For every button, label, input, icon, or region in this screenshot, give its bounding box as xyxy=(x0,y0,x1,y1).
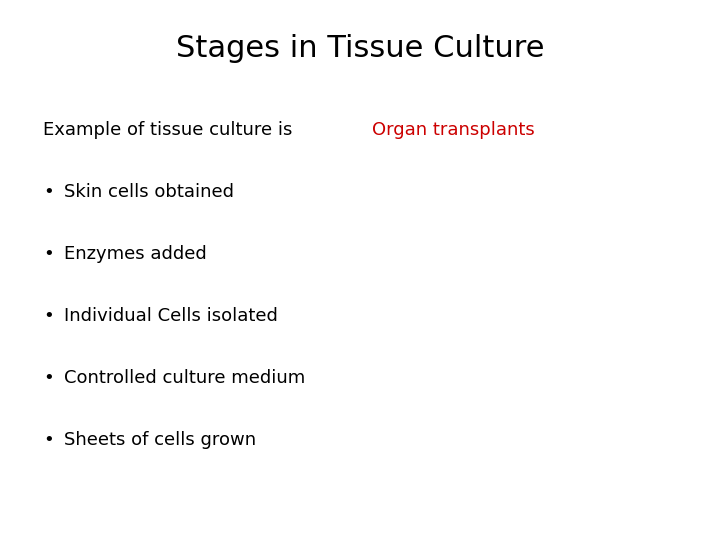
Text: •: • xyxy=(43,245,54,263)
Text: •: • xyxy=(43,369,54,387)
Text: •: • xyxy=(43,431,54,449)
Text: Example of tissue culture is: Example of tissue culture is xyxy=(43,120,298,139)
Text: •: • xyxy=(43,183,54,201)
Text: Enzymes added: Enzymes added xyxy=(64,245,207,263)
Text: Individual Cells isolated: Individual Cells isolated xyxy=(64,307,278,325)
Text: •: • xyxy=(43,307,54,325)
Text: Stages in Tissue Culture: Stages in Tissue Culture xyxy=(176,34,544,63)
Text: Organ transplants: Organ transplants xyxy=(372,120,535,139)
Text: Controlled culture medium: Controlled culture medium xyxy=(64,369,305,387)
Text: Sheets of cells grown: Sheets of cells grown xyxy=(64,431,256,449)
Text: Skin cells obtained: Skin cells obtained xyxy=(64,183,234,201)
